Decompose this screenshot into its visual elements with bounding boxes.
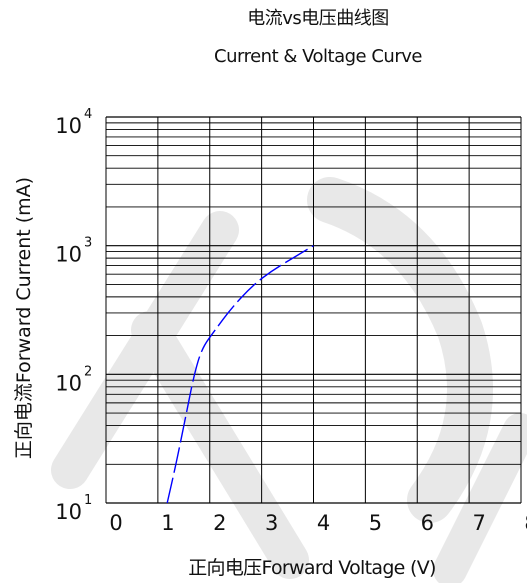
y-tick-exponent: 4 xyxy=(84,107,92,122)
chart-title: 电流vs电压曲线图 xyxy=(247,8,389,29)
series-line xyxy=(166,245,314,504)
watermark-stroke-arc xyxy=(307,177,493,523)
y-tick-exponent: 1 xyxy=(84,493,92,508)
y-tick-base: 10 xyxy=(55,500,82,524)
x-tick-label: 6 xyxy=(421,511,434,535)
x-tick-label: 4 xyxy=(317,511,330,535)
y-tick-exponent: 3 xyxy=(84,236,92,251)
x-tick-labels: 0 1 2 3 4 5 6 7 8 xyxy=(109,511,527,535)
watermark xyxy=(51,177,527,583)
watermark-stroke-right xyxy=(433,413,527,583)
series-layer xyxy=(166,245,314,504)
x-tick-label: 5 xyxy=(369,511,382,535)
y-tick-label: 10 xyxy=(55,243,82,267)
y-tick-base: 10 xyxy=(55,114,82,138)
x-tick-label: 2 xyxy=(213,511,226,535)
chart-subtitle: Current & Voltage Curve xyxy=(214,46,422,67)
x-tick-label: 0 xyxy=(109,511,122,535)
y-tick-base: 10 xyxy=(55,243,82,267)
y-tick-label: 10 xyxy=(55,500,82,524)
x-axis-label: 正向电压Forward Voltage (V) xyxy=(188,557,435,579)
x-tick-label: 7 xyxy=(472,511,485,535)
y-tick-exponent: 2 xyxy=(84,364,92,379)
x-tick-label: 8 xyxy=(524,511,527,535)
watermark-stroke-mid xyxy=(131,311,309,579)
y-tick-label: 10 xyxy=(55,114,82,138)
y-tick-label: 10 xyxy=(55,371,82,395)
y-axis-label: 正向电流Forward Current (mA) xyxy=(13,177,35,459)
y-tick-base: 10 xyxy=(55,371,82,395)
x-tick-label: 3 xyxy=(265,511,278,535)
x-tick-label: 1 xyxy=(161,511,174,535)
